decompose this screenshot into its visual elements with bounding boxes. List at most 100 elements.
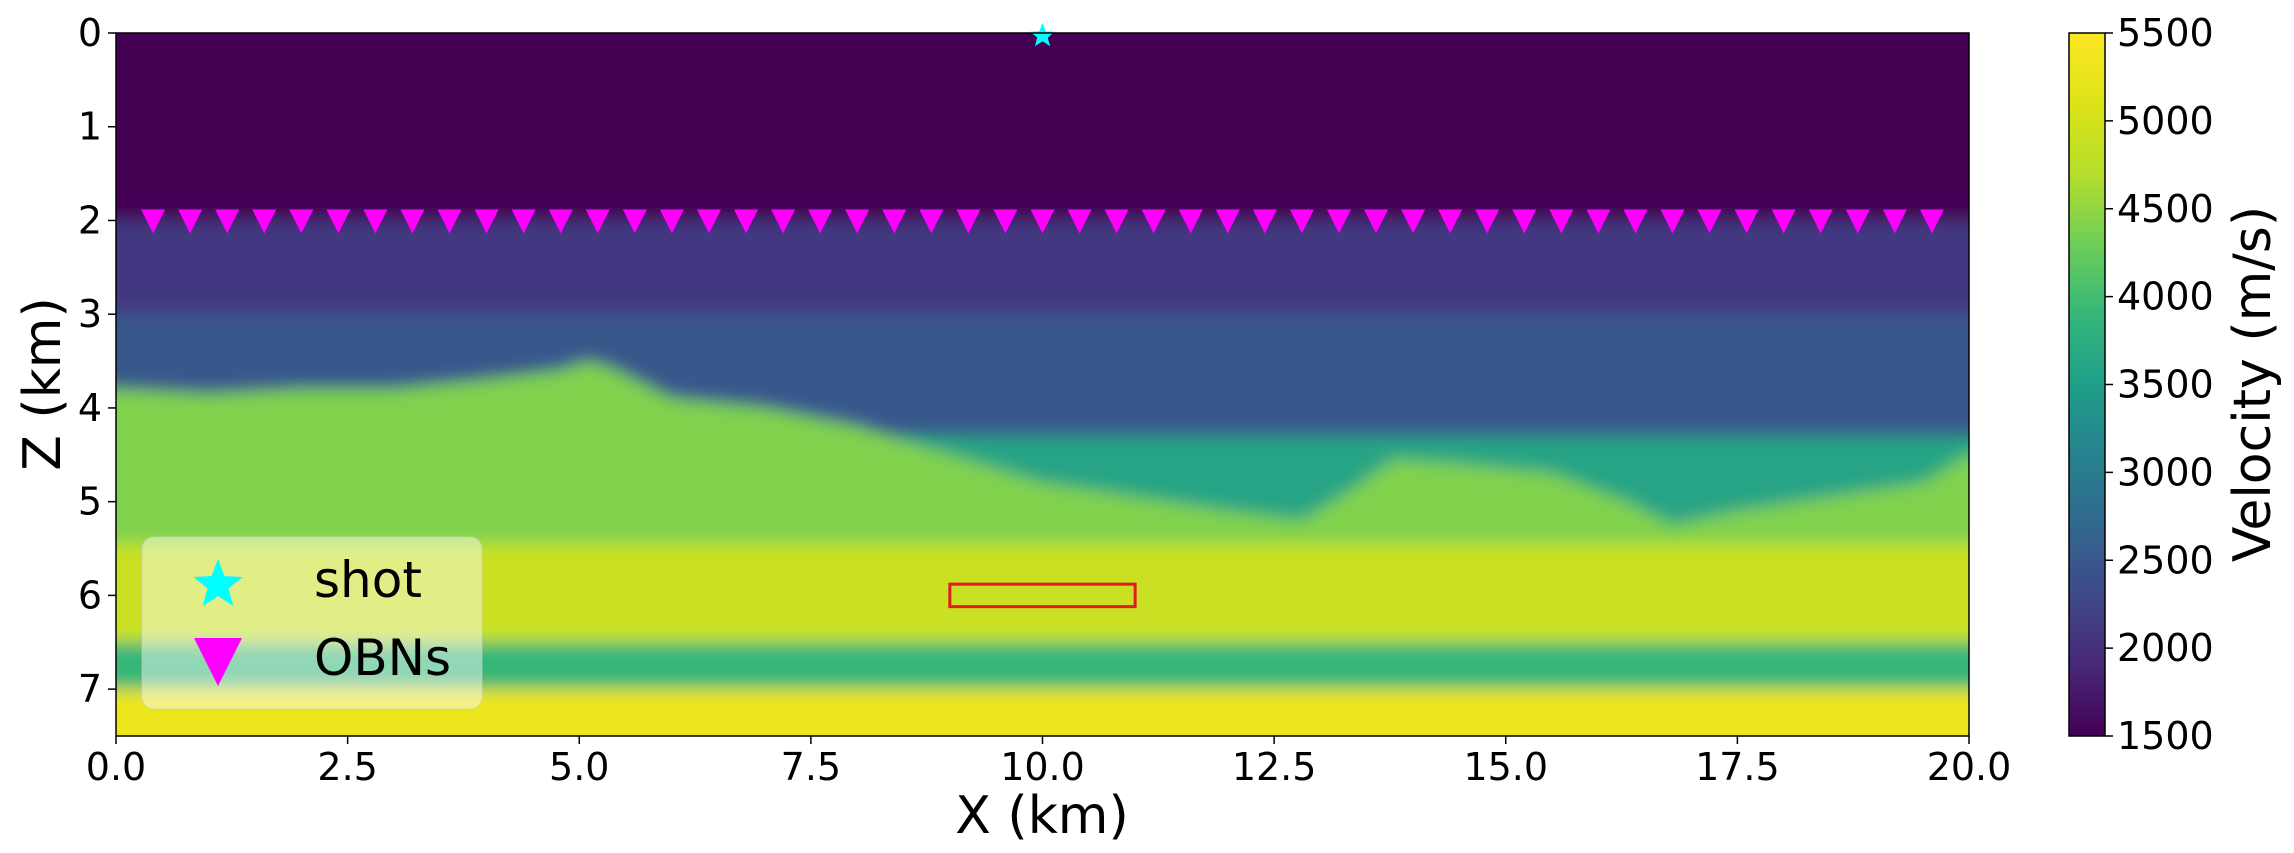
velocity-layer: [116, 539, 1969, 645]
obn-marker: [363, 209, 388, 234]
obn-marker: [1215, 209, 1240, 234]
obn-marker: [215, 209, 240, 234]
y-axis-label: Z (km): [13, 297, 73, 471]
obn-marker: [1475, 209, 1500, 234]
obn-marker: [548, 209, 573, 234]
obn-marker: [1660, 209, 1685, 234]
obn-marker: [511, 209, 536, 234]
y-tick-label: 6: [78, 573, 102, 617]
x-tick-label: 15.0: [1463, 745, 1548, 789]
x-tick-label: 0.0: [86, 745, 146, 789]
colorbar-tick-label: 4000: [2117, 275, 2214, 319]
plot-area: [115, 22, 1970, 737]
obn-marker: [1289, 209, 1314, 234]
obn-marker: [1438, 209, 1463, 234]
obn-marker: [1364, 209, 1389, 234]
x-tick-label: 5.0: [549, 745, 609, 789]
annotations: [948, 582, 1137, 609]
colorbar-label: Velocity (m/s): [2223, 206, 2283, 562]
shot-markers: [1030, 22, 1055, 47]
obn-marker: [771, 209, 796, 234]
y-tick-label: 0: [78, 11, 102, 55]
obn-marker: [1697, 209, 1722, 234]
obn-marker: [734, 209, 759, 234]
obn-marker: [1104, 209, 1129, 234]
x-tick-label: 17.5: [1695, 745, 1780, 789]
obn-marker: [1771, 209, 1796, 234]
target-rectangle: [948, 582, 1137, 609]
obn-marker: [1178, 209, 1203, 234]
obn-marker: [919, 209, 944, 234]
obn-marker: [1845, 209, 1870, 234]
y-tick-label: 5: [78, 480, 102, 524]
colorbar-ticks: 1500 2000 2500 3000 3500 4000 4500 5000 5500: [2105, 11, 2214, 758]
velocity-layer: [116, 220, 1969, 317]
obn-marker: [956, 209, 981, 234]
obn-marker: [1401, 209, 1426, 234]
water-layer: [116, 33, 1969, 198]
obn-marker: [1919, 209, 1944, 234]
obn-marker: [1808, 209, 1833, 234]
x-tick-label: 7.5: [781, 745, 841, 789]
obn-marker: [585, 209, 610, 234]
velocity-layer: [116, 689, 1969, 736]
obn-marker: [659, 209, 684, 234]
y-tick-label: 7: [78, 667, 102, 711]
obn-marker: [1326, 209, 1351, 234]
obn-marker: [437, 209, 462, 234]
colorbar-tick-label: 5500: [2117, 11, 2214, 55]
obn-markers: [141, 209, 1944, 234]
legend-shot-label: shot: [314, 551, 422, 609]
obn-marker: [289, 209, 314, 234]
obn-marker: [882, 209, 907, 234]
x-tick-label: 12.5: [1232, 745, 1317, 789]
colorbar-tick-label: 3000: [2117, 450, 2214, 494]
x-tick-label: 10.0: [1000, 745, 1085, 789]
legend-obn-triangle-icon: [194, 638, 242, 686]
obn-marker: [1549, 209, 1574, 234]
y-tick-label: 2: [78, 198, 102, 242]
colorbar-tick-label: 1500: [2117, 714, 2214, 758]
obn-marker: [252, 209, 277, 234]
x-axis-label: X (km): [955, 786, 1129, 846]
x-axis: 0.0 2.5 5.0 7.5 10.0 12.5 15.0 17.5 20.0: [86, 736, 2012, 789]
obn-marker: [474, 209, 499, 234]
colorbar-tick-label: 2500: [2117, 538, 2214, 582]
colorbar: 1500 2000 2500 3000 3500 4000 4500 5000 5500 Vel…: [2068, 11, 2283, 758]
obn-marker: [326, 209, 351, 234]
legend-obns-label: OBNs: [314, 629, 451, 687]
obn-marker: [696, 209, 721, 234]
colorbar-tick-label: 2000: [2117, 626, 2214, 670]
obn-marker: [1141, 209, 1166, 234]
obn-marker: [141, 209, 166, 234]
y-axis: 0 1 2 3 4 5 6 7: [78, 11, 116, 711]
colorbar-tick-label: 3500: [2117, 363, 2214, 407]
legend: shot OBNs: [141, 536, 483, 710]
obn-marker: [1512, 209, 1537, 234]
obn-marker: [808, 209, 833, 234]
y-tick-label: 1: [78, 105, 102, 149]
y-tick-label: 3: [78, 292, 102, 336]
obn-marker: [1734, 209, 1759, 234]
shot-marker: [1030, 22, 1055, 47]
obn-marker: [993, 209, 1018, 234]
obn-marker: [1030, 209, 1055, 234]
colorbar-gradient: [2068, 32, 2106, 737]
obn-marker: [622, 209, 647, 234]
colorbar-tick-label: 5000: [2117, 99, 2214, 143]
obn-marker: [1586, 209, 1611, 234]
obn-marker: [178, 209, 203, 234]
obn-marker: [845, 209, 870, 234]
x-tick-label: 20.0: [1927, 745, 2012, 789]
velocity-layer: [116, 642, 1969, 692]
obn-marker: [400, 209, 425, 234]
obn-marker: [1882, 209, 1907, 234]
obn-marker: [1252, 209, 1277, 234]
velocity-body: [116, 361, 1969, 544]
legend-shot-star-icon: [193, 559, 243, 606]
velocity-heatmap: [116, 33, 1969, 736]
obn-marker: [1623, 209, 1648, 234]
colorbar-tick-label: 4500: [2117, 187, 2214, 231]
obn-marker: [1067, 209, 1092, 234]
